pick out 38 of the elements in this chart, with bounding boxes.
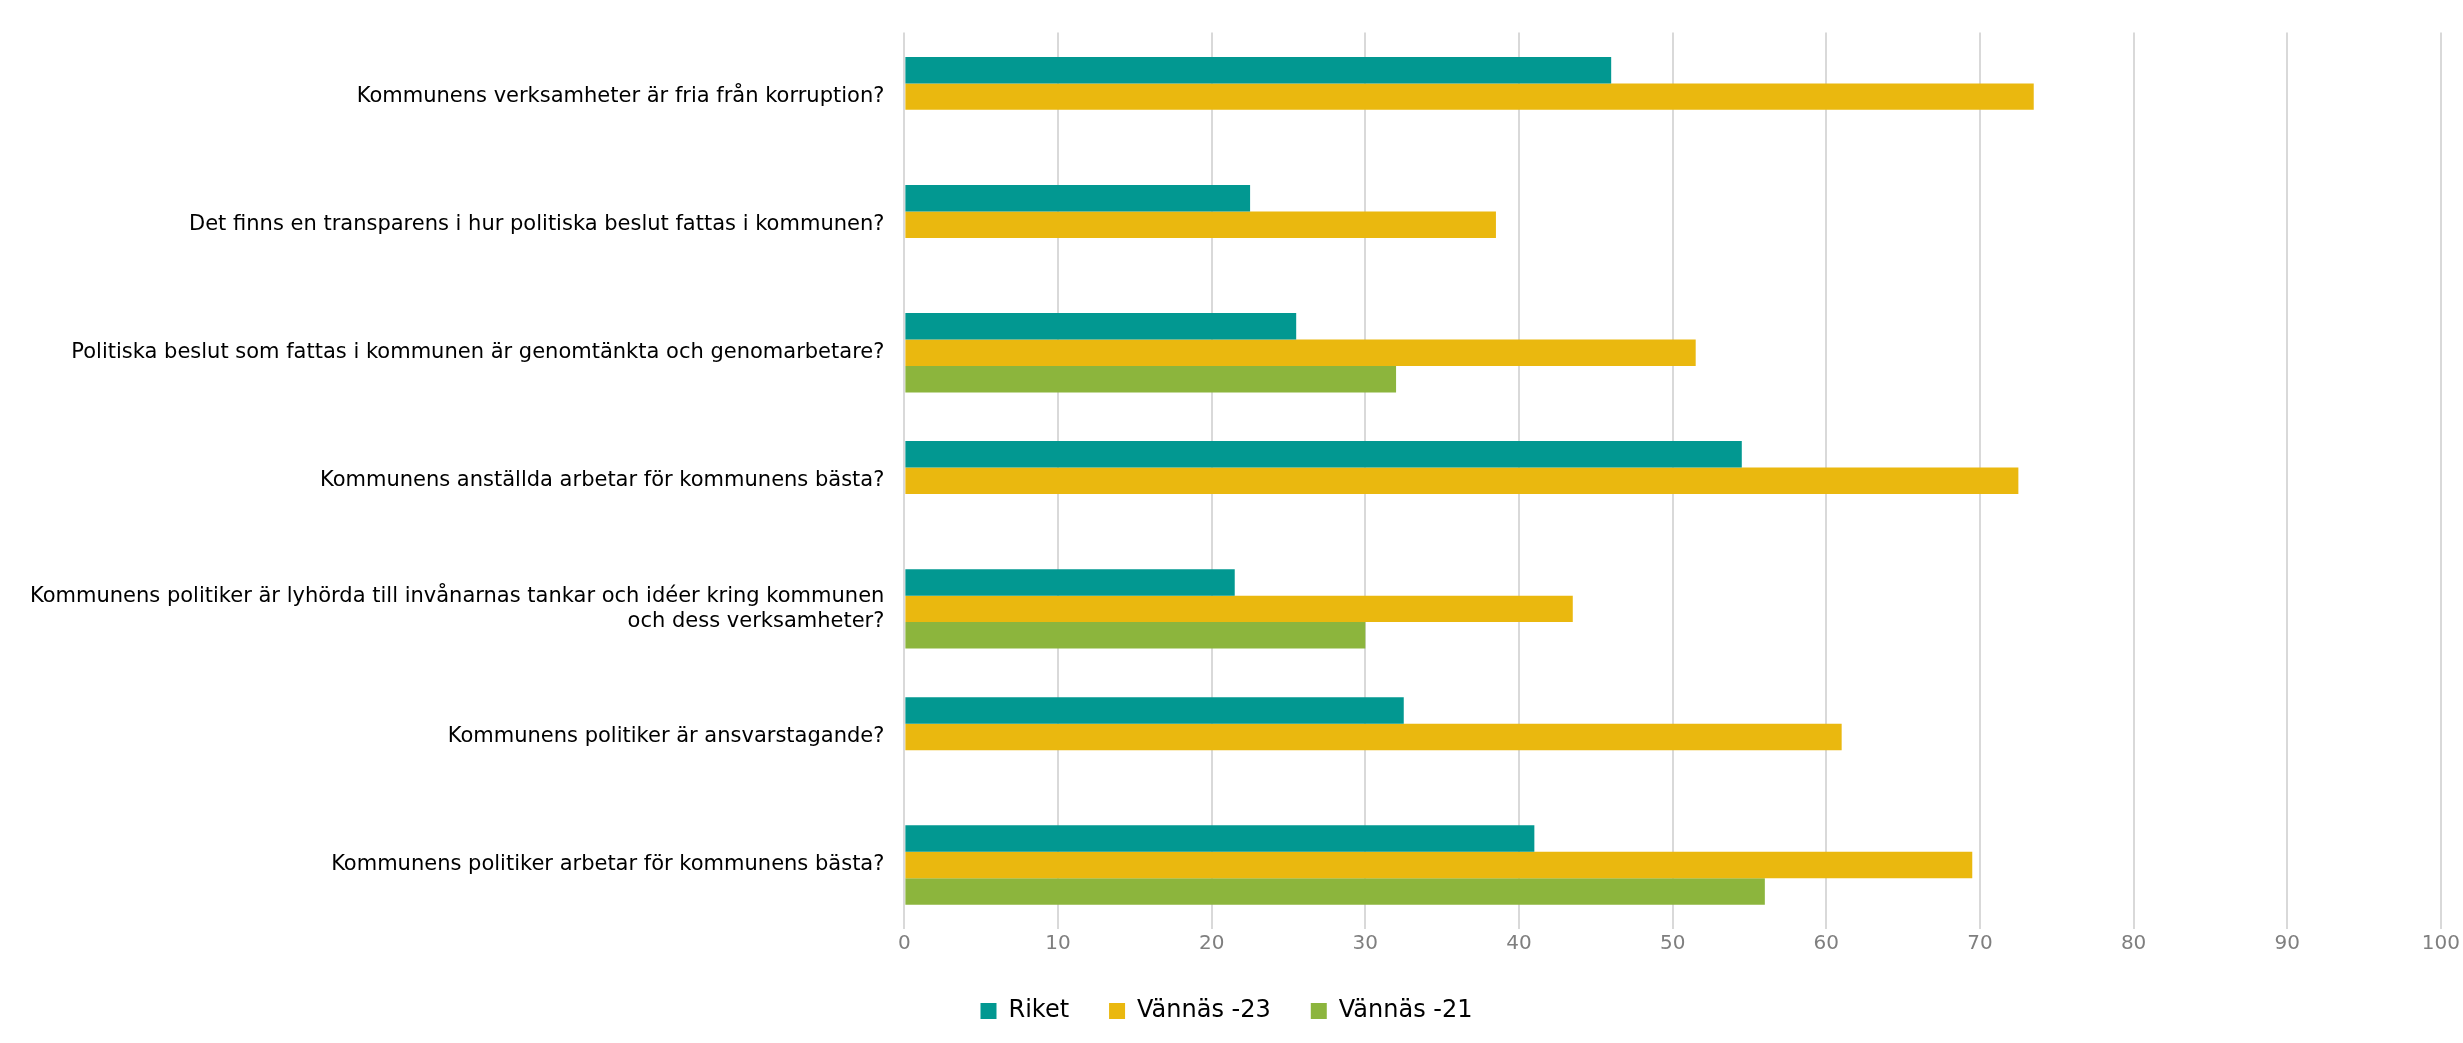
y-tick-label: Kommunens anställda arbetar för kommunens bästa?	[319, 467, 885, 492]
x-tick-label: 30	[1352, 930, 1379, 955]
bar	[905, 184, 1251, 212]
bar	[905, 851, 1973, 879]
bar	[905, 622, 1366, 649]
x-tick-label: 60	[1813, 930, 1840, 955]
x-tick-label: 10	[1045, 930, 1071, 955]
x-tick-label: 80	[2120, 930, 2147, 955]
bar	[905, 697, 1404, 724]
bar	[905, 56, 1612, 84]
bar	[905, 211, 1496, 238]
x-tick-label: 0	[898, 930, 911, 955]
bar	[905, 723, 1842, 751]
bar	[905, 595, 1573, 623]
x-tick-label: 70	[1967, 930, 1993, 955]
bar	[905, 339, 1696, 366]
legend-label: Vännäs -21	[1338, 995, 1473, 1024]
bar	[905, 878, 1765, 905]
bar	[905, 441, 1742, 468]
legend-label: Riket	[1008, 995, 1070, 1024]
bar	[905, 467, 2019, 495]
x-tick-label: 20	[1198, 930, 1225, 955]
y-tick-label: Politiska beslut som fattas i kommunen är genomtänkta och genomarbetare?	[71, 339, 885, 364]
x-tick-label: 50	[1659, 930, 1686, 955]
x-tick-label: 100	[2421, 930, 2461, 955]
y-tick-label: Kommunens politiker är ansvarstagande?	[447, 723, 885, 748]
x-tick-label: 90	[2274, 930, 2300, 955]
y-tick-label: Kommunens politiker är lyhörda till invånarnas tankar och idéer kring kommunen och dess verksamheter?	[29, 581, 885, 632]
y-tick-label: Kommunens politiker arbetar för kommunens bästa?	[331, 851, 885, 876]
bar	[905, 569, 1235, 596]
bar	[905, 365, 1397, 393]
y-tick-label: Det finns en transparens i hur politiska beslut fattas i kommunen?	[189, 211, 885, 236]
x-tick-label: 40	[1506, 930, 1532, 955]
bar	[905, 83, 2034, 110]
bar	[905, 313, 1297, 340]
legend-label: Vännäs -23	[1137, 995, 1271, 1024]
bar	[905, 825, 1535, 852]
y-tick-label: Kommunens verksamheter är fria från korruption?	[356, 82, 885, 108]
